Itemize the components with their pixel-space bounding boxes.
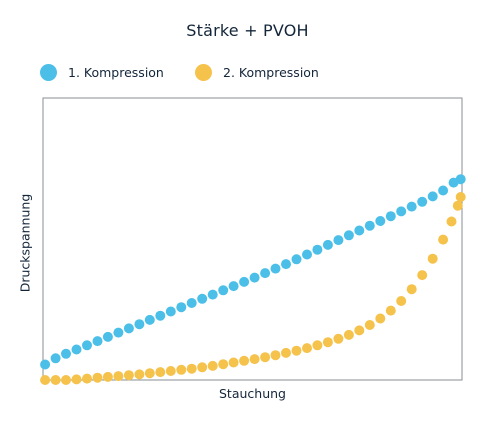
series-1-point-17 <box>218 285 229 296</box>
series-2-point-23 <box>281 347 291 358</box>
series-2-point-27 <box>322 337 333 348</box>
series-2-point-29 <box>343 329 354 340</box>
series-2-point-14 <box>186 363 197 374</box>
series-2-point-18 <box>228 357 239 368</box>
series-1-point-7 <box>113 327 124 338</box>
series-1-point-21 <box>260 268 271 279</box>
series-2-point-22 <box>270 350 281 361</box>
series-2-point-40 <box>452 200 463 211</box>
series-1-point-18 <box>228 281 239 292</box>
series-1-point-28 <box>333 235 344 246</box>
series-2-point-1 <box>50 375 61 385</box>
legend-item-series-1[interactable]: 1. Kompression <box>40 64 164 81</box>
series-1-point-25 <box>302 249 312 260</box>
series-1-point-36 <box>417 196 428 207</box>
series-1-point-31 <box>364 220 375 231</box>
series-2-point-20 <box>249 354 260 365</box>
series-2-point-35 <box>406 284 417 295</box>
series-2-point-13 <box>176 364 187 375</box>
series-2-point-25 <box>302 343 312 354</box>
series-1-point-10 <box>144 314 155 325</box>
series-1-point-24 <box>291 254 302 265</box>
series-2-point-34 <box>396 296 407 306</box>
series-1-point-26 <box>312 244 323 255</box>
series-1-point-14 <box>186 298 197 308</box>
series-1-point-30 <box>354 225 365 236</box>
series-2-point-5 <box>92 372 103 383</box>
series-1-point-22 <box>270 263 281 274</box>
x-axis-label: Stauchung <box>219 386 286 401</box>
series-1-point-8 <box>123 323 134 334</box>
series-1-point-19 <box>239 276 250 287</box>
series-2-point-15 <box>197 362 208 373</box>
series-1-point-12 <box>165 306 176 317</box>
series-1-point-16 <box>207 289 218 300</box>
plot-frame <box>42 97 463 381</box>
series-2-point-32 <box>375 313 386 324</box>
series-2-point-16 <box>207 360 218 371</box>
series-2-point-38 <box>438 234 449 245</box>
series-2-point-33 <box>385 305 396 316</box>
series-1-point-9 <box>134 319 145 330</box>
legend-label-series-1: 1. Kompression <box>68 65 164 80</box>
series-2-point-0 <box>40 375 51 385</box>
series-2-point-30 <box>354 325 365 336</box>
series-1-point-4 <box>82 340 92 351</box>
series-1-point-32 <box>375 216 386 226</box>
series-1-point-6 <box>102 331 113 342</box>
series-2-point-37 <box>427 253 438 264</box>
series-2-point-10 <box>144 368 155 379</box>
series-1-point-13 <box>176 302 187 313</box>
legend-label-series-2: 2. Kompression <box>223 65 319 80</box>
series-1-point-5 <box>92 336 103 347</box>
series-2-point-31 <box>364 320 375 330</box>
series-1-point-0 <box>40 359 51 370</box>
series-2-point-12 <box>165 366 176 376</box>
series-1-point-11 <box>155 310 166 321</box>
series-2-point-28 <box>333 333 344 344</box>
series-1-point-37 <box>427 191 438 202</box>
series-2-point-39 <box>446 216 457 227</box>
series-1-point-15 <box>197 293 208 304</box>
series-2-point-26 <box>312 340 323 351</box>
series-2-point-8 <box>123 370 134 381</box>
series-1-point-35 <box>406 201 417 212</box>
series-1-point-27 <box>322 239 333 250</box>
chart-title: Stärke + PVOH <box>186 21 309 40</box>
series-2-point-19 <box>239 355 250 366</box>
series-2-point-21 <box>260 352 271 363</box>
series-1-point-20 <box>249 272 260 283</box>
series-1-point-33 <box>385 211 396 222</box>
series-1-point-3 <box>71 344 82 355</box>
series-2-point-6 <box>102 371 113 382</box>
data-points <box>40 174 466 385</box>
series-2-point-2 <box>61 375 71 385</box>
series-1-point-38 <box>438 185 449 196</box>
series-2-point-11 <box>155 367 166 378</box>
series-2-point-7 <box>113 371 124 382</box>
series-1-point-29 <box>343 230 354 241</box>
y-axis-label: Druckspannung <box>17 193 33 293</box>
series-2-point-4 <box>82 373 92 384</box>
series-1-point-34 <box>396 206 407 217</box>
series-1-point-2 <box>61 348 71 359</box>
legend-marker-series-2 <box>195 64 212 81</box>
legend-marker-series-1 <box>40 64 57 81</box>
series-2-point-17 <box>218 359 229 370</box>
series-2-point-41 <box>455 192 466 202</box>
legend-item-series-2[interactable]: 2. Kompression <box>195 64 319 81</box>
series-1-point-1 <box>50 353 61 364</box>
series-2-point-9 <box>134 369 145 380</box>
series-2-point-36 <box>417 270 428 281</box>
series-1-point-40 <box>455 174 466 185</box>
series-1-point-23 <box>281 259 291 270</box>
series-2-point-24 <box>291 345 302 356</box>
series-2-point-3 <box>71 374 82 385</box>
